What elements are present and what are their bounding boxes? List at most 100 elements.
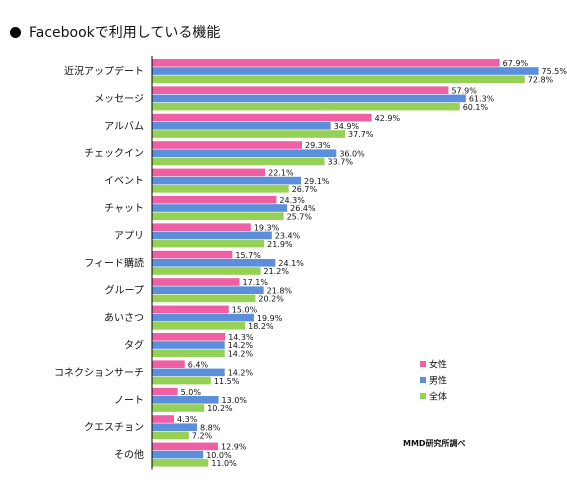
data-label: 60.1% [463,103,489,112]
bar-total [152,102,460,111]
bar-male [152,450,204,459]
category-label: ノート [114,395,144,406]
category-label: アプリ [114,230,144,242]
data-label: 61.3% [469,95,495,104]
bar-female [152,333,226,341]
bar-male [152,67,539,75]
bar-male [152,341,225,349]
category-label: グループ [105,284,144,297]
data-label: 17.1% [243,278,269,287]
bar-female [152,442,219,451]
data-label: 20.2% [258,295,284,304]
data-label: 23.4% [275,232,301,241]
data-label: 5.0% [181,388,202,397]
data-label: 25.7% [287,212,313,221]
data-label: 14.2% [228,341,254,350]
data-label: 8.8% [200,423,221,432]
legend-label-total: 全体 [429,391,447,403]
data-label: 15.7% [235,251,261,260]
data-label: 10.2% [207,404,233,413]
bar-total [152,349,225,357]
data-label: 36.0% [339,149,365,158]
category-label: 近況アップデート [64,65,144,78]
data-label: 57.9% [451,86,477,95]
bar-female [152,387,178,396]
data-label: 13.0% [222,396,248,405]
data-label: 37.7% [348,130,374,139]
data-label: 26.4% [290,204,316,213]
category-label: タグ [124,339,144,352]
data-label: 67.9% [503,59,529,68]
data-label: 72.8% [528,75,554,84]
bar-male [152,176,301,185]
bar-total [152,185,289,193]
bar-total [152,404,205,412]
bullet-icon [10,26,21,38]
chart-title: Facebookで利用している機能 [29,25,221,41]
bar-total [152,157,325,166]
data-label: 14.2% [228,349,254,358]
bar-total [152,431,189,440]
chart-title-row: Facebookで利用している機能 [10,20,220,44]
bar-total [152,294,256,303]
bar-male [152,122,331,130]
source-note: MMD研究所調べ [403,438,466,448]
data-label: 15.0% [232,306,258,315]
data-label: 18.2% [248,322,274,331]
data-label: 19.9% [257,314,283,323]
data-label: 19.3% [254,223,280,232]
data-label: 12.9% [221,443,247,452]
bar-male [152,259,276,267]
bar-total [152,376,211,385]
data-label: 75.5% [542,67,567,76]
bar-female [152,415,175,423]
category-label: イベント [104,175,144,187]
category-label: チェックイン [84,148,144,160]
bar-male [152,231,272,240]
bar-male [152,94,466,103]
bar-male [152,396,219,404]
data-label: 34.9% [334,122,360,131]
bar-female [152,278,240,286]
data-label: 24.3% [279,196,305,205]
data-label: 29.1% [304,177,330,186]
bar-female [152,223,251,231]
data-label: 6.4% [188,360,209,369]
bar-total [152,459,209,467]
data-label: 29.3% [305,141,331,150]
data-label: 33.7% [328,158,354,167]
bar-female [152,59,500,67]
data-label: 21.8% [267,286,293,295]
bar-female [152,141,303,149]
bar-female [152,113,372,122]
bar-male [152,313,254,322]
data-label: 7.2% [192,432,213,441]
data-label: 21.9% [267,240,293,249]
legend-swatch-total [420,393,426,399]
bar-female [152,360,185,368]
data-label: 11.5% [214,377,240,386]
category-label: クエスチョン [84,422,144,434]
data-label: 24.1% [278,259,304,268]
data-label: 14.2% [228,369,254,378]
data-label: 26.7% [292,185,318,194]
category-label: その他 [114,448,144,461]
legend-swatch-male [420,377,426,383]
bar-female [152,86,449,94]
bar-male [152,286,264,294]
bar-female [152,250,233,259]
bar-total [152,75,525,83]
legend-label-female: 女性 [429,359,447,371]
bar-female [152,305,229,314]
bar-total [152,322,246,330]
data-label: 4.3% [177,415,198,424]
bar-total [152,267,261,275]
category-label: フィード購読 [84,256,144,269]
category-label: メッセージ [94,93,144,105]
category-label: チャット [104,203,144,215]
bar-total [152,130,346,138]
bar-male [152,423,198,431]
bar-male [152,204,288,212]
